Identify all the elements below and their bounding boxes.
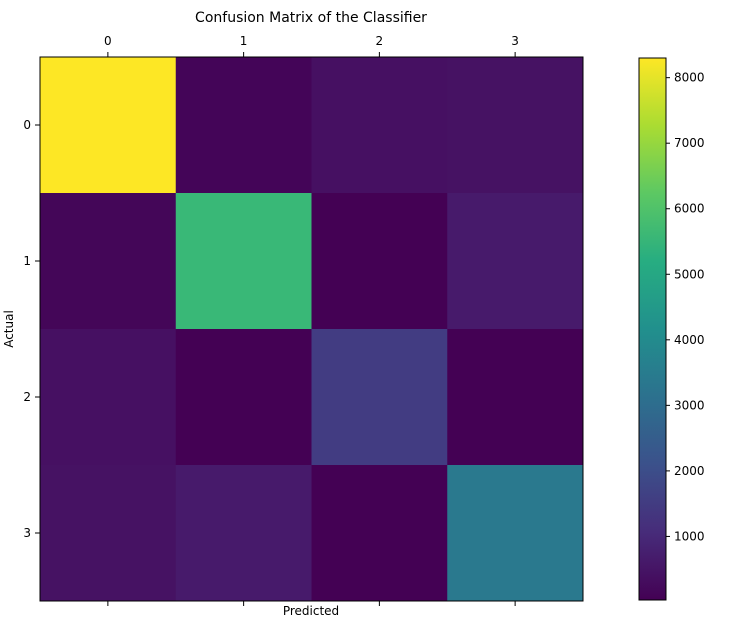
- y-tick-label-2: 2: [23, 390, 31, 404]
- colorbar: [638, 57, 667, 601]
- colorbar-tick-label-4: 5000: [674, 267, 705, 281]
- x-tick-label-2: 2: [376, 34, 384, 48]
- x-tick-label-0: 0: [104, 34, 112, 48]
- colorbar-ticks: 1000 2000 3000 4000 5000 6000 7000 8000: [666, 71, 705, 543]
- heatmap-cell-r1-c2: [311, 193, 448, 330]
- heatmap-cell-r3-c3: [447, 465, 584, 602]
- colorbar-tick-label-2: 3000: [674, 398, 705, 412]
- colorbar-tick-label-5: 6000: [674, 202, 705, 216]
- x-tick-label-1: 1: [240, 34, 248, 48]
- heatmap-cell-r1-c0: [40, 193, 177, 330]
- x-tick-label-3: 3: [511, 34, 519, 48]
- axis-ticks: 0 1 2 3 0 1 2 3: [23, 34, 519, 606]
- heatmap-cell-r3-c2: [311, 465, 448, 602]
- heatmap-cell-r1-c3: [447, 193, 584, 330]
- heatmap-cell-r0-c2: [311, 57, 448, 194]
- colorbar-tick-label-3: 4000: [674, 333, 705, 347]
- heatmap-cell-r2-c3: [447, 329, 584, 466]
- heatmap-cell-r2-c0: [40, 329, 177, 466]
- y-tick-label-3: 3: [23, 526, 31, 540]
- heatmap-cell-r3-c1: [175, 465, 312, 602]
- heatmap-cells: [40, 57, 584, 602]
- heatmap-cell-r3-c0: [40, 465, 177, 602]
- y-tick-label-1: 1: [23, 254, 31, 268]
- chart-title: Confusion Matrix of the Classifier: [195, 10, 427, 26]
- colorbar-tick-label-0: 1000: [674, 529, 705, 543]
- colorbar-tick-label-7: 8000: [674, 71, 705, 85]
- plot-frame: [39, 56, 584, 602]
- heatmap-cell-r2-c1: [175, 329, 312, 466]
- heatmap-cell-r1-c1: [175, 193, 312, 330]
- y-axis-label: Actual: [2, 310, 16, 348]
- x-axis-label: Predicted: [283, 604, 339, 618]
- colorbar-tick-label-6: 7000: [674, 136, 705, 150]
- heatmap-cell-r0-c0: [40, 57, 177, 194]
- y-tick-label-0: 0: [23, 118, 31, 132]
- heatmap-cell-r0-c3: [447, 57, 584, 194]
- colorbar-tick-label-1: 2000: [674, 464, 705, 478]
- heatmap-cell-r2-c2: [311, 329, 448, 466]
- heatmap-cell-r0-c1: [175, 57, 312, 194]
